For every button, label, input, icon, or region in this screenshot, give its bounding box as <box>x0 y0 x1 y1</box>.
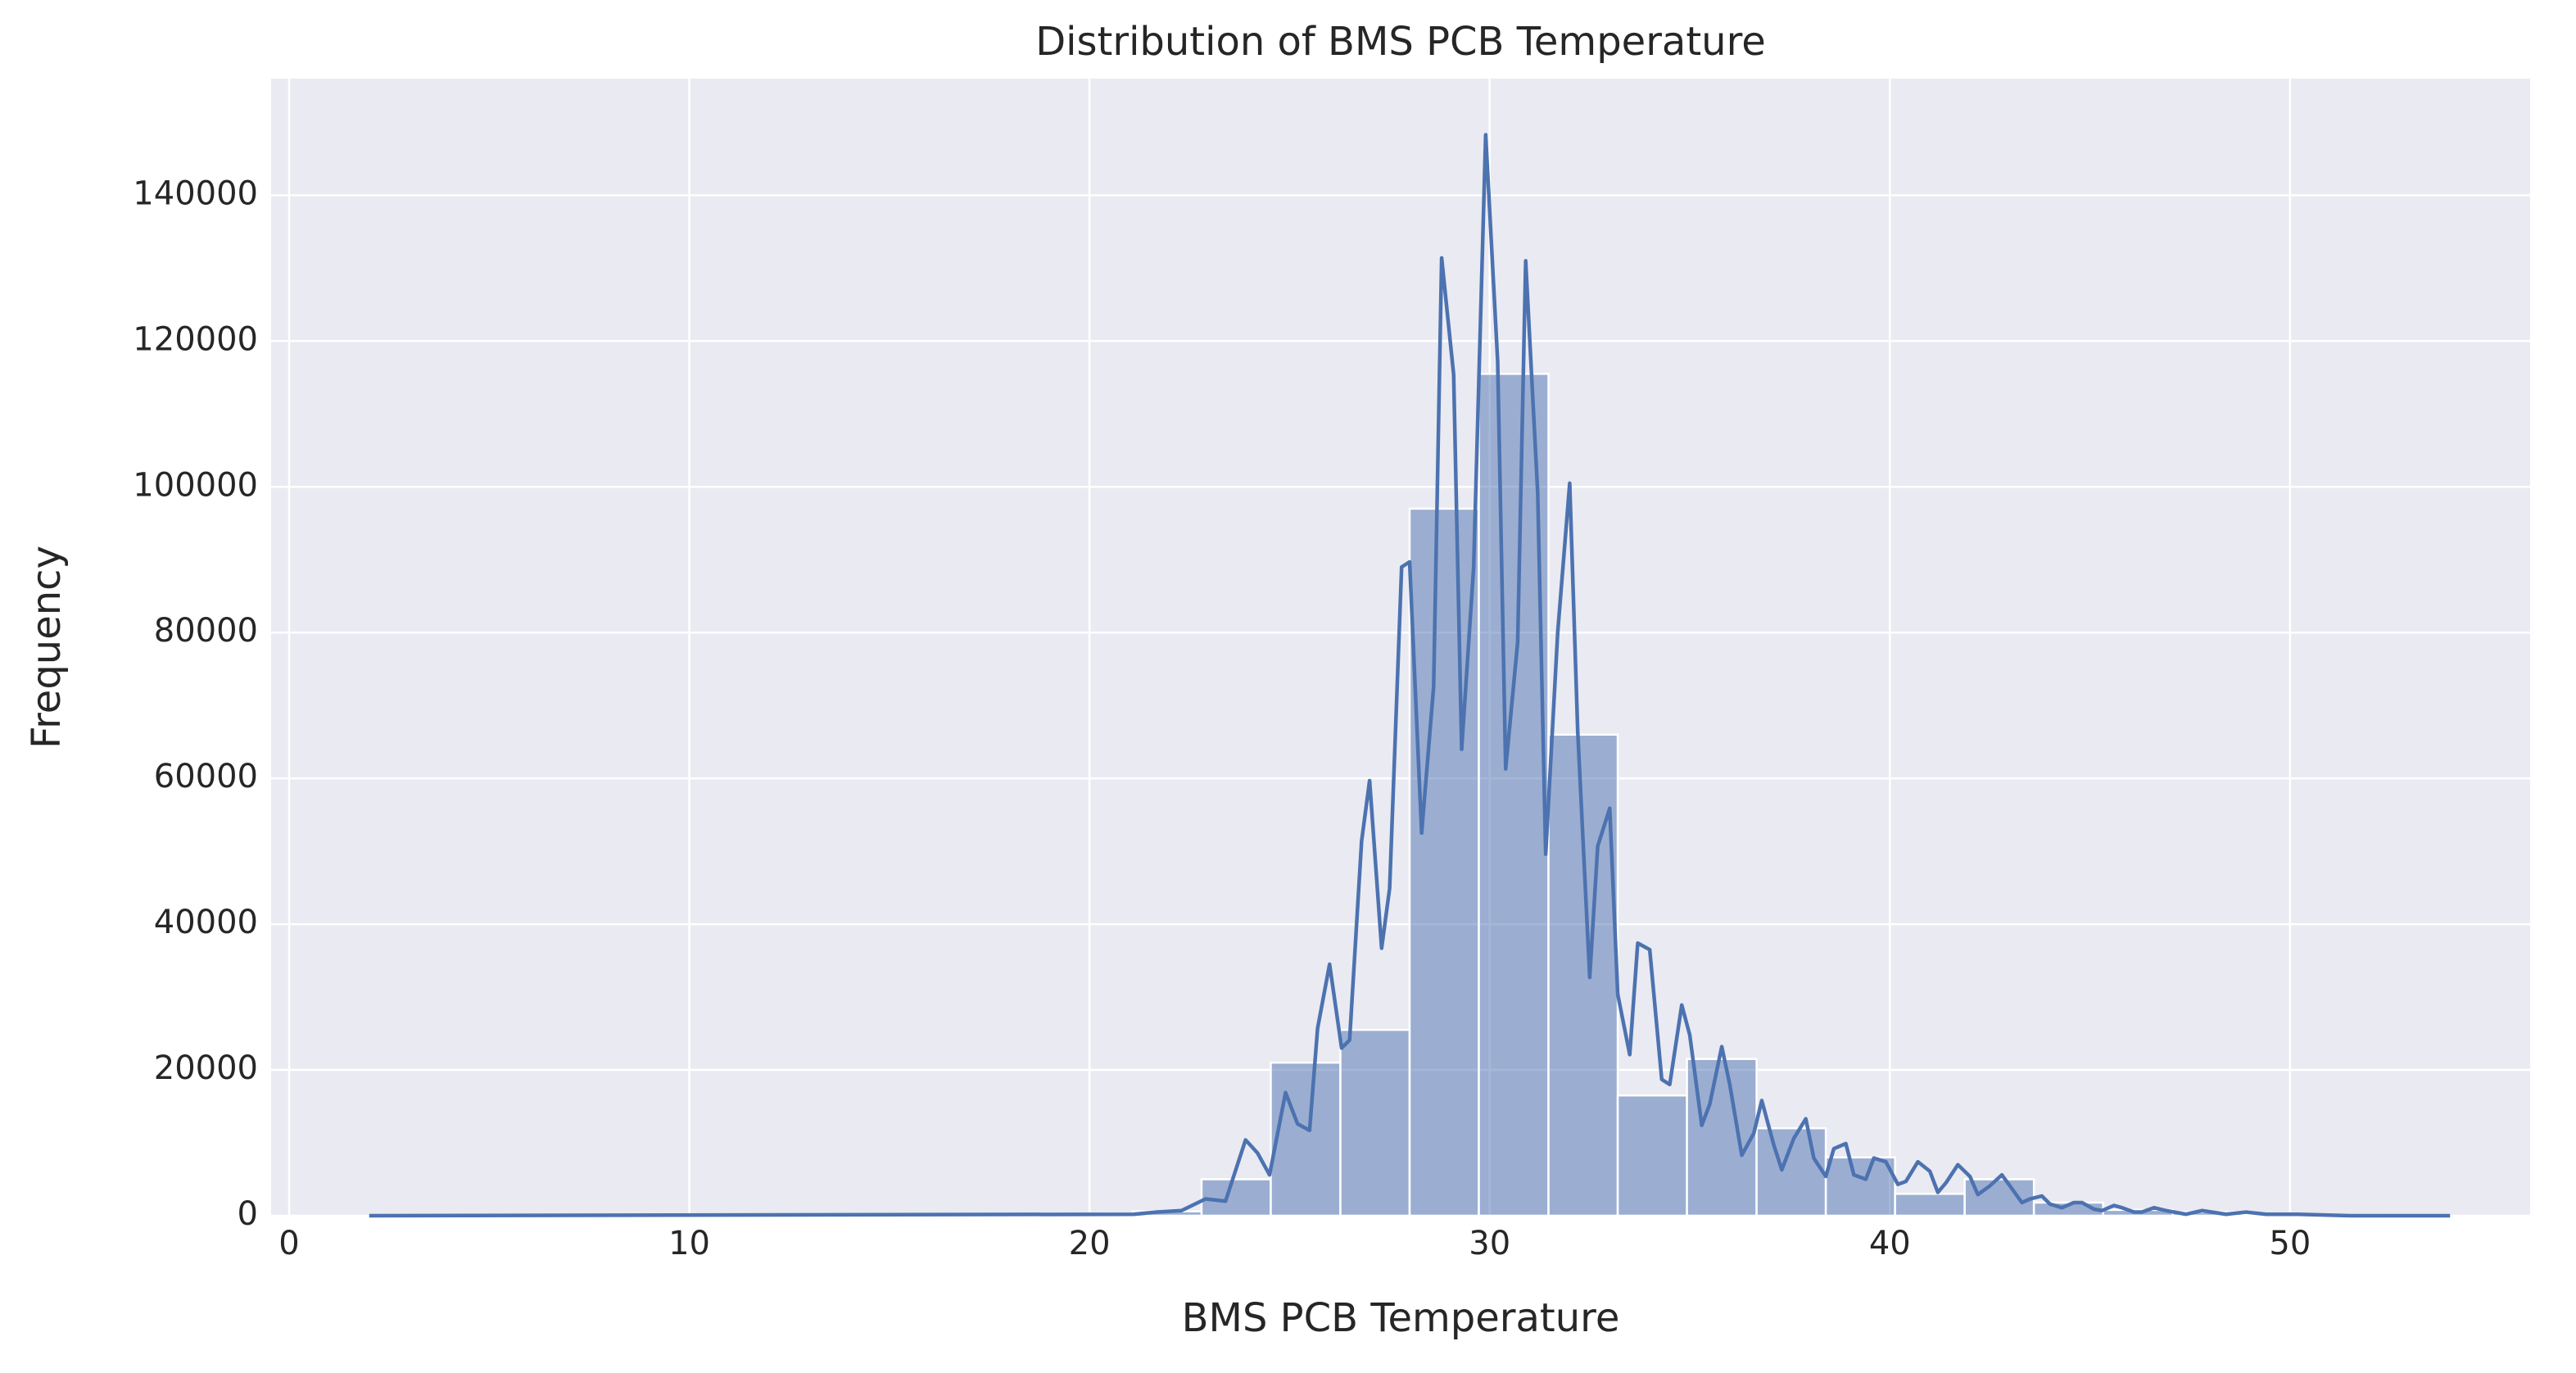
histogram-bar <box>1408 507 1480 1217</box>
y-tick-label: 20000 <box>154 1049 258 1087</box>
histogram-bar <box>1616 1094 1688 1217</box>
y-tick-label: 120000 <box>133 320 258 358</box>
x-axis-label: BMS PCB Temperature <box>1182 1295 1620 1341</box>
plot-background <box>271 79 2530 1216</box>
y-tick-label: 80000 <box>154 612 258 650</box>
y-tick-label: 100000 <box>133 466 258 504</box>
y-tick-label: 60000 <box>154 758 258 795</box>
x-tick-label: 30 <box>1469 1225 1510 1262</box>
histogram-bar <box>1894 1193 1966 1217</box>
histogram-bar <box>1339 1028 1411 1217</box>
y-axis-label: Frequency <box>24 546 70 749</box>
chart-title: Distribution of BMS PCB Temperature <box>1035 19 1766 65</box>
y-tick-label: 140000 <box>133 174 258 212</box>
histogram-bar <box>1686 1058 1758 1217</box>
histogram-bar <box>1200 1178 1272 1217</box>
x-tick-label: 50 <box>2269 1225 2311 1262</box>
x-tick-label: 10 <box>668 1225 710 1262</box>
histogram-bar <box>1270 1061 1342 1217</box>
x-tick-label: 40 <box>1869 1225 1911 1262</box>
x-tick-label: 0 <box>278 1225 299 1262</box>
y-tick-label: 40000 <box>154 904 258 941</box>
x-tick-label: 20 <box>1069 1225 1111 1262</box>
y-tick-label: 0 <box>238 1195 258 1233</box>
histogram-bar <box>1824 1156 1896 1217</box>
frequency-line <box>369 133 2451 1218</box>
